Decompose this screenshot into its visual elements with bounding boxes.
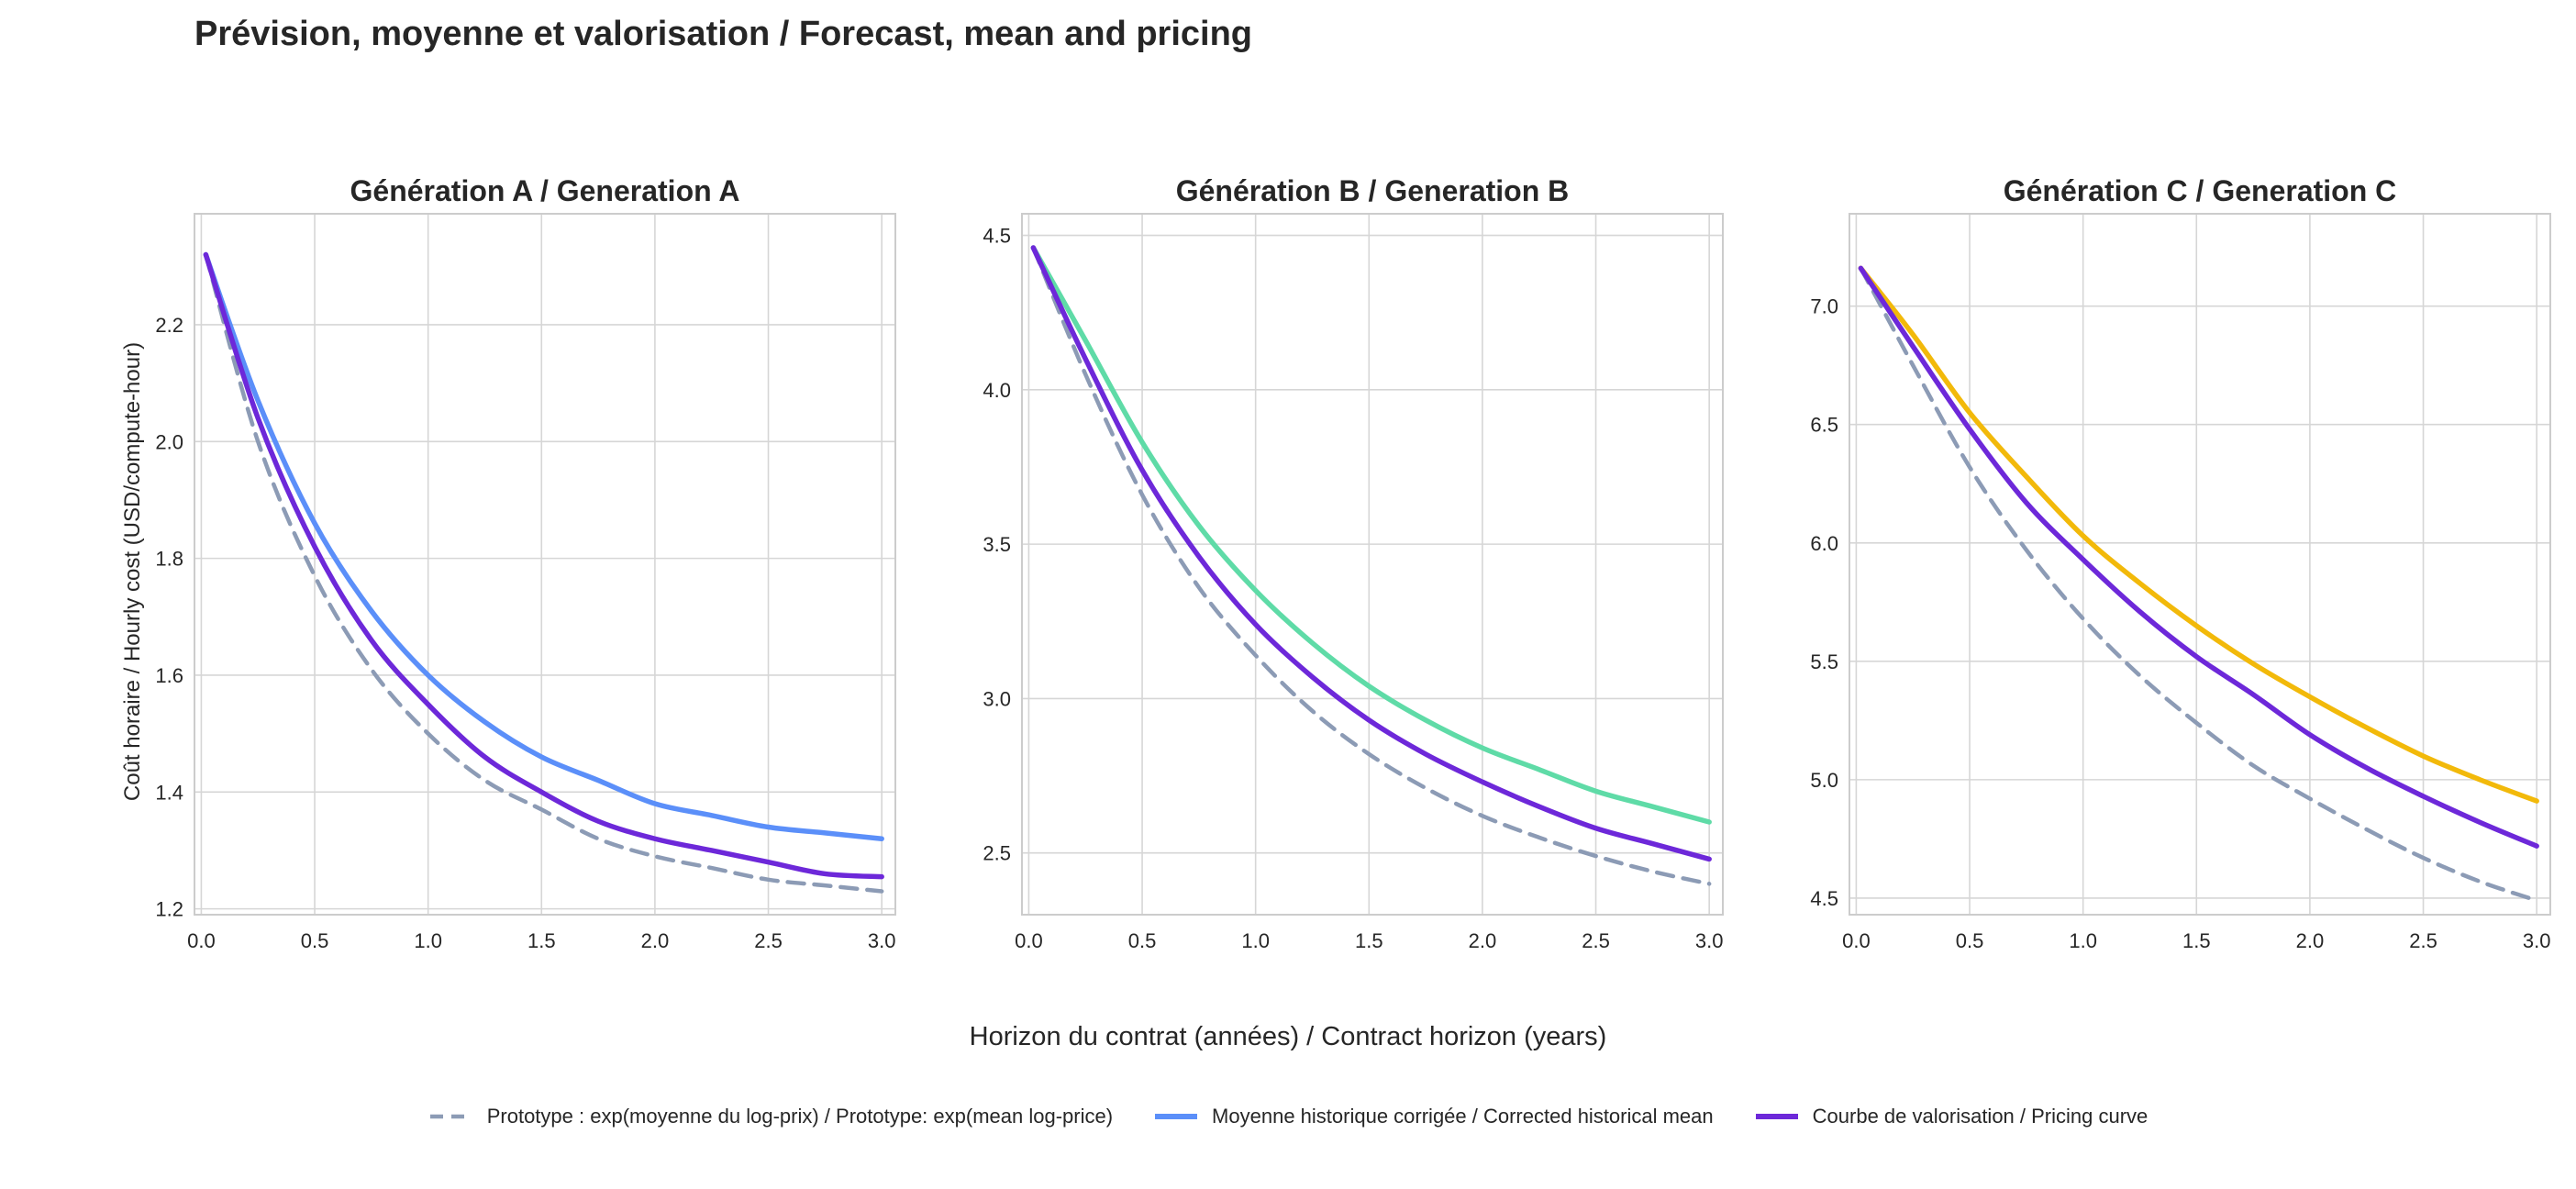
x-tick-label: 0.5 — [1956, 929, 1984, 952]
y-tick-label: 4.5 — [983, 225, 1011, 248]
x-tick-label: 3.0 — [1695, 929, 1724, 952]
legend-entry: Moyenne historique corrigée / Corrected … — [1153, 1105, 1714, 1128]
figure-title: Prévision, moyenne et valorisation / For… — [194, 15, 1253, 53]
series-line-1 — [1859, 266, 2539, 903]
y-tick-label: 3.0 — [983, 687, 1011, 710]
x-tick-label: 3.0 — [868, 929, 896, 952]
chart-title: Génération C / Generation C — [2004, 174, 2397, 207]
y-tick-label: 6.5 — [1810, 414, 1838, 437]
legend-entry: Prototype : exp(moyenne du log-prix) / P… — [428, 1105, 1113, 1128]
series-line-2 — [1030, 245, 1712, 825]
chart-panel-3: 0.0 0.5 1.0 1.5 2.0 2.5 3.0 4.5 5.0 5.5 6.0 6.5 7.0 G… — [1810, 174, 2551, 952]
x-tick-label: 0.0 — [1015, 929, 1043, 952]
y-tick-label: 4.5 — [1810, 887, 1838, 910]
y-tick-label: 5.5 — [1810, 650, 1838, 673]
y-tick-label: 1.8 — [155, 548, 183, 571]
x-tick-label: 2.5 — [2409, 929, 2437, 952]
x-tick-label: 0.0 — [1842, 929, 1871, 952]
legend-label: Courbe de valorisation / Pricing curve — [1812, 1105, 2149, 1128]
x-tick-label: 0.5 — [301, 929, 329, 952]
x-axis-label: Horizon du contrat (années) / Contract h… — [969, 1022, 1607, 1051]
plot-frame — [1021, 213, 1724, 916]
x-tick-label: 2.5 — [754, 929, 783, 952]
series-line-2 — [203, 251, 884, 841]
series-line-3 — [1858, 265, 2539, 849]
y-tick-label: 1.2 — [155, 898, 183, 921]
y-axis-label: Coût horaire / Hourly cost (USD/compute-… — [120, 341, 145, 802]
chart-panel-2: 0.0 0.5 1.0 1.5 2.0 2.5 3.0 2.5 3.0 3.5 4.0 4.5 Géné… — [983, 174, 1724, 952]
y-tick-label: 6.0 — [1810, 532, 1838, 555]
x-tick-label: 1.5 — [2182, 929, 2211, 952]
legend-swatch — [1755, 1114, 1798, 1119]
x-tick-label: 0.0 — [187, 929, 216, 952]
series-line-1 — [204, 252, 884, 894]
series-line-2 — [1858, 265, 2539, 804]
x-tick-label: 1.5 — [527, 929, 556, 952]
series-line-3 — [1030, 245, 1712, 862]
legend-label: Prototype : exp(moyenne du log-prix) / P… — [486, 1105, 1114, 1128]
x-tick-label: 2.0 — [641, 929, 670, 952]
legend-swatch — [429, 1114, 472, 1119]
plot-frame — [194, 213, 896, 916]
series-line-1 — [1031, 245, 1712, 886]
y-tick-label: 2.0 — [155, 430, 183, 453]
legend-entry: Courbe de valorisation / Pricing curve — [1754, 1105, 2149, 1128]
y-tick-label: 1.6 — [155, 664, 183, 687]
y-tick-label: 2.2 — [155, 314, 183, 337]
y-tick-label: 3.5 — [983, 533, 1011, 556]
plot-frame — [1849, 213, 2551, 916]
x-tick-label: 2.0 — [1469, 929, 1497, 952]
series-line-3 — [203, 251, 884, 880]
chart-title: Génération B / Generation B — [1176, 174, 1570, 207]
legend-swatch — [1155, 1114, 1198, 1119]
x-tick-label: 1.0 — [1241, 929, 1270, 952]
x-tick-label: 2.5 — [1582, 929, 1610, 952]
chart-title: Génération A / Generation A — [350, 174, 740, 207]
legend-label: Moyenne historique corrigée / Corrected … — [1212, 1105, 1714, 1128]
x-tick-label: 3.0 — [2523, 929, 2551, 952]
legend: Prototype : exp(moyenne du log-prix) / P… — [0, 1105, 2576, 1128]
x-tick-label: 0.5 — [1128, 929, 1157, 952]
chart-panel-1: 0.0 0.5 1.0 1.5 2.0 2.5 3.0 1.2 1.4 1.6 1.8 2.0 2.2 G… — [155, 174, 896, 952]
y-tick-label: 4.0 — [983, 379, 1011, 402]
x-tick-label: 1.0 — [2069, 929, 2097, 952]
y-tick-label: 7.0 — [1810, 295, 1838, 318]
y-tick-label: 5.0 — [1810, 769, 1838, 792]
x-tick-label: 2.0 — [2296, 929, 2325, 952]
x-tick-label: 1.0 — [414, 929, 442, 952]
x-tick-label: 1.5 — [1355, 929, 1383, 952]
y-tick-label: 2.5 — [983, 842, 1011, 865]
y-tick-label: 1.4 — [155, 781, 183, 804]
